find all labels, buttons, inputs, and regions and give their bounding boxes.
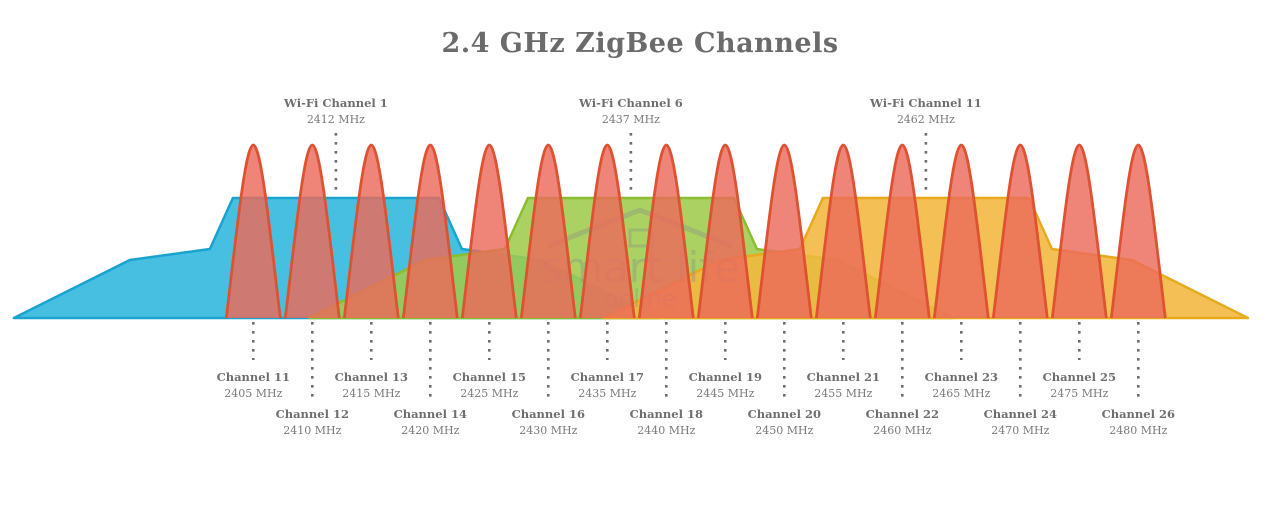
zigbee-peak-channel-11 [224,143,282,319]
zigbee-channel-label: Channel 13 [335,370,408,384]
wifi-channel-label: Wi-Fi Channel 1 [283,96,388,110]
zigbee-channel-frequency: 2440 MHz [637,424,695,437]
wifi-channel-label: Wi-Fi Channel 11 [869,96,982,110]
zigbee-peak-channel-14 [401,143,459,319]
zigbee-channel-frequency: 2410 MHz [283,424,341,437]
zigbee-peak-channel-16 [519,143,577,319]
zigbee-peak-channel-25 [1050,143,1108,319]
diagram-title: 2.4 GHz ZigBee Channels [441,28,839,59]
wifi-channel-frequency: 2437 MHz [602,113,660,126]
zigbee-channel-label: Channel 17 [571,370,644,384]
zigbee-channel-frequency: 2435 MHz [578,387,636,400]
zigbee-channel-label: Channel 12 [276,407,349,421]
zigbee-peak-channel-15 [460,143,518,319]
zigbee-channel-label: Channel 15 [453,370,526,384]
zigbee-channel-frequency: 2475 MHz [1050,387,1108,400]
zigbee-peak-channel-21 [814,143,872,319]
zigbee-channel-label: Channel 11 [217,370,290,384]
zigbee-channel-frequency: 2425 MHz [460,387,518,400]
zigbee-channel-label: Channel 18 [630,407,703,421]
zigbee-channel-frequency: 2450 MHz [755,424,813,437]
zigbee-channel-label: Channel 24 [984,407,1057,421]
zigbee-channel-label: Channel 16 [512,407,585,421]
zigbee-channel-frequency: 2415 MHz [342,387,400,400]
wifi-channel-label: Wi-Fi Channel 6 [578,96,683,110]
zigbee-channel-frequency: 2480 MHz [1109,424,1167,437]
zigbee-channel-layer [224,143,1167,319]
channel-label-layer: Channel 11 2405 MHz Channel 12 2410 MHz Chan… [217,322,1175,437]
zigbee-channel-label: Channel 14 [394,407,467,421]
wifi-channel-frequency: 2462 MHz [897,113,955,126]
zigbee-channel-label: Channel 20 [748,407,821,421]
zigbee-channel-frequency: 2455 MHz [814,387,872,400]
zigbee-channel-label: Channel 22 [866,407,939,421]
wifi-channel-frequency: 2412 MHz [307,113,365,126]
zigbee-peak-channel-17 [578,143,636,319]
zigbee-channel-label: Channel 21 [807,370,880,384]
zigbee-channel-frequency: 2430 MHz [519,424,577,437]
wifi-label-layer: Wi-Fi Channel 1 2412 MHz Wi-Fi Channel 6 24… [283,96,982,196]
zigbee-channel-frequency: 2420 MHz [401,424,459,437]
zigbee-peak-channel-24 [991,143,1049,319]
zigbee-channel-frequency: 2445 MHz [696,387,754,400]
zigbee-peak-channel-20 [755,143,813,319]
zigbee-peak-channel-12 [283,143,341,319]
zigbee-channel-frequency: 2460 MHz [873,424,931,437]
zigbee-channel-frequency: 2465 MHz [932,387,990,400]
zigbee-channel-label: Channel 26 [1102,407,1175,421]
zigbee-channel-label: Channel 19 [689,370,762,384]
zigbee-peak-channel-22 [873,143,931,319]
zigbee-peak-channel-26 [1109,143,1167,319]
zigbee-channel-frequency: 2470 MHz [991,424,1049,437]
zigbee-peak-channel-13 [342,143,400,319]
zigbee-channel-frequency: 2405 MHz [224,387,282,400]
zigbee-channel-label: Channel 23 [925,370,998,384]
zigbee-peak-channel-18 [637,143,695,319]
zigbee-peak-channel-23 [932,143,990,319]
zigbee-channel-label: Channel 25 [1043,370,1116,384]
zigbee-peak-channel-19 [696,143,754,319]
